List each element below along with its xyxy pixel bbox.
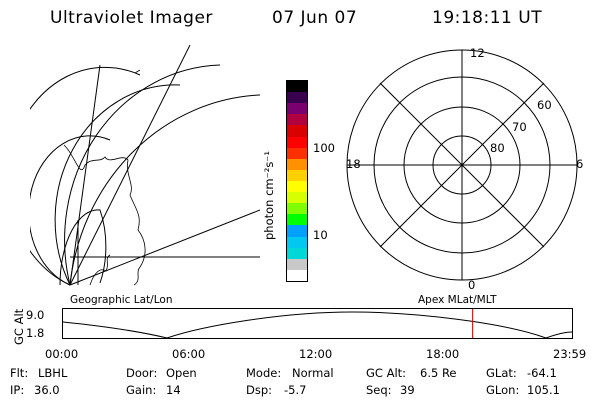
colorbar-segment: [287, 147, 307, 159]
polar-diag-2: [379, 82, 545, 248]
gain-label: Gain:: [126, 383, 157, 397]
time-tick-1800: 18:00: [426, 347, 460, 361]
altitude-strip-frame: [62, 308, 573, 339]
colorbar-segment: [287, 81, 307, 93]
geographic-lat-lon-label: Geographic Lat/Lon: [70, 294, 173, 306]
map-lon-line-1: [69, 209, 260, 286]
map-lon-line-3: [69, 64, 101, 286]
ip-value: 36.0: [34, 383, 60, 397]
mlt-label-12: 12: [470, 46, 485, 60]
map-coastline: [63, 144, 146, 286]
colorbar-segment: [287, 247, 307, 259]
door-value: Open: [166, 366, 197, 380]
colorbar-segment: [287, 169, 307, 182]
mlt-label-6: 6: [576, 157, 584, 171]
time-tick-0600: 06:00: [172, 347, 206, 361]
filter-label: Flt:: [10, 366, 29, 380]
colorbar-segment: [287, 92, 307, 104]
mode-value: Normal: [292, 366, 334, 380]
seq-label: Seq:: [366, 383, 392, 397]
colorbar-segment: [287, 181, 307, 193]
glon-value: 105.1: [527, 383, 560, 397]
intensity-colorbar: [286, 80, 308, 282]
colorbar-segment: [287, 136, 307, 148]
colorbar-segment: [287, 192, 307, 204]
geographic-map: [30, 45, 260, 286]
glat-label: GLat:: [486, 366, 517, 380]
map-lat-arc-5: [30, 135, 111, 286]
observation-date: 07 Jun 07: [272, 8, 358, 28]
colorbar-segment: [287, 236, 307, 248]
gc-alt-value: 6.5 Re: [420, 366, 457, 380]
instrument-title: Ultraviolet Imager: [50, 8, 213, 28]
time-tick-2359: 23:59: [553, 347, 587, 361]
gain-value: 14: [166, 383, 181, 397]
filter-value: LBHL: [38, 366, 68, 380]
map-lat-arc-3: [54, 84, 181, 286]
colorbar-unit-label: photon cm⁻²s⁻¹: [262, 151, 276, 240]
altitude-axis-label: GC Alt: [12, 308, 26, 345]
colorbar-segment: [287, 269, 307, 281]
colorbar-segment: [287, 225, 307, 237]
alt-tick-9: 9.0: [26, 308, 45, 322]
colorbar-tick-100: 100: [313, 141, 335, 155]
colorbar-segment: [287, 203, 307, 215]
dsp-value: -5.7: [284, 383, 307, 397]
map-lat-oval: [59, 209, 107, 286]
mode-label: Mode:: [246, 366, 282, 380]
colorbar-tick-10: 10: [313, 228, 328, 242]
seq-value: 39: [400, 383, 415, 397]
colorbar-segment: [287, 114, 307, 126]
map-lat-arc-2: [64, 64, 221, 286]
mlat-label-60: 60: [537, 98, 552, 112]
map-lat-arc-4: [30, 66, 141, 286]
map-lon-line-2: [69, 45, 191, 286]
mlat-label-80: 80: [490, 141, 505, 155]
gc-alt-label: GC Alt:: [366, 366, 407, 380]
dsp-label: Dsp:: [246, 383, 273, 397]
apex-mlat-mlt-label: Apex MLat/MLT: [418, 294, 497, 306]
observation-time: 19:18:11 UT: [432, 8, 543, 28]
door-label: Door:: [126, 366, 158, 380]
colorbar-segment: [287, 158, 307, 170]
map-coastline-3: [134, 69, 141, 74]
time-tick-1200: 12:00: [299, 347, 333, 361]
time-tick-0000: 00:00: [45, 347, 79, 361]
ip-label: IP:: [10, 383, 25, 397]
colorbar-segment: [287, 258, 307, 270]
colorbar-segment: [287, 103, 307, 115]
alt-tick-1-8: 1.8: [26, 326, 45, 340]
map-coastline-2: [89, 254, 111, 286]
mlt-label-0: 0: [468, 278, 476, 292]
polar-mlat-mlt-plot: [346, 49, 578, 281]
mlt-label-18: 18: [346, 157, 361, 171]
glat-value: -64.1: [527, 366, 557, 380]
altitude-strip-plot: [62, 308, 573, 339]
mlat-label-70: 70: [512, 120, 527, 134]
colorbar-segment: [287, 214, 307, 226]
altitude-curve: [62, 311, 573, 339]
glon-label: GLon:: [486, 383, 520, 397]
colorbar-segment: [287, 125, 307, 137]
